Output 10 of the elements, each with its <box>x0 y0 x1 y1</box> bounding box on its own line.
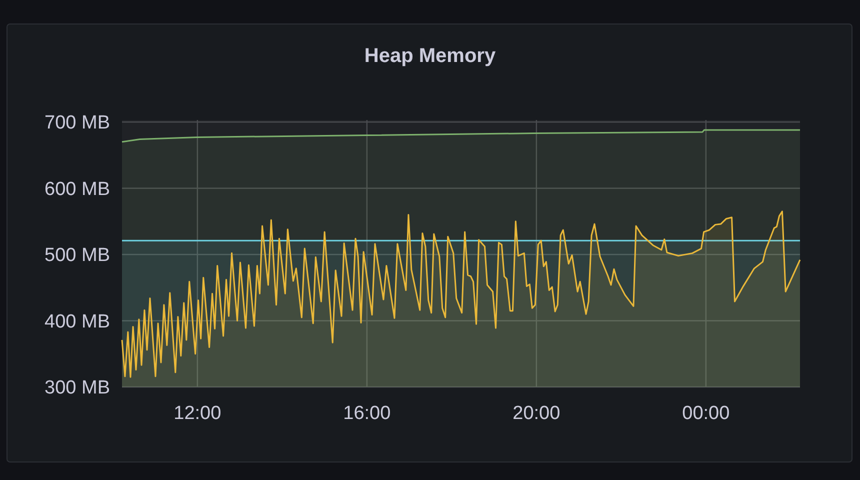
y-tick-label: 300 MB <box>44 378 110 399</box>
chart-title: Heap Memory <box>364 45 496 67</box>
x-tick-label: 16:00 <box>343 403 391 424</box>
y-tick-label: 600 MB <box>44 178 110 200</box>
x-tick-label: 00:00 <box>682 403 730 424</box>
x-tick-label: 12:00 <box>174 403 222 424</box>
y-tick-label: 700 MB <box>44 112 110 134</box>
y-tick-label: 400 MB <box>44 311 110 332</box>
x-tick-label: 20:00 <box>512 403 560 424</box>
y-tick-label: 500 MB <box>44 245 110 266</box>
